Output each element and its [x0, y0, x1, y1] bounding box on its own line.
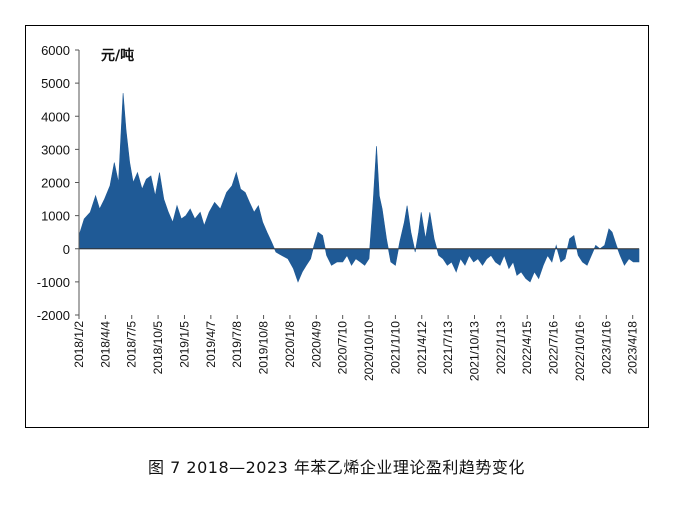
x-tick-label: 2021/10/13 [468, 321, 482, 381]
y-tick-label: 1000 [41, 209, 70, 224]
x-tick-label: 2018/10/5 [151, 321, 165, 375]
x-tick-label: 2022/7/16 [547, 321, 561, 375]
x-tick-label: 2020/7/10 [336, 321, 350, 375]
x-tick-label: 2020/1/8 [283, 321, 297, 368]
x-tick-label: 2023/1/16 [599, 321, 613, 375]
x-tick-label: 2019/10/8 [257, 321, 271, 375]
y-tick-label: 3000 [41, 142, 70, 157]
x-tick-label: 2021/4/12 [415, 321, 429, 375]
x-tick-label: 2018/1/2 [72, 321, 86, 368]
profit-area [78, 93, 640, 283]
x-tick-label: 2021/7/13 [441, 321, 455, 375]
figure-caption: 图 7 2018—2023 年苯乙烯企业理论盈利趋势变化 [148, 458, 525, 477]
x-tick-label: 2022/4/15 [520, 321, 534, 375]
y-tick-label: 4000 [41, 109, 70, 124]
x-tick-label: 2023/4/18 [626, 321, 640, 375]
x-tick-label: 2019/1/5 [178, 321, 192, 368]
x-tick-label: 2018/4/4 [98, 321, 112, 368]
x-tick-label: 2020/4/9 [309, 321, 323, 368]
y-tick-label: 0 [63, 242, 70, 257]
x-tick-label: 2018/7/5 [125, 321, 139, 368]
x-tick-label: 2019/7/8 [230, 321, 244, 368]
y-tick-label: 5000 [41, 76, 70, 91]
y-tick-label: -1000 [37, 275, 70, 290]
unit-label: 元/吨 [101, 47, 134, 64]
x-tick-label: 2022/1/13 [494, 321, 508, 375]
x-tick-label: 2019/4/7 [204, 321, 218, 368]
y-tick-label: 2000 [41, 176, 70, 191]
x-tick-label: 2021/1/10 [388, 321, 402, 375]
chart-frame: 元/吨 6000 5000 4000 3000 2000 1000 0 -1000 -2000 20… [25, 25, 649, 428]
x-tick-label: 2020/10/10 [362, 321, 376, 381]
x-tick-label: 2022/10/16 [573, 321, 587, 381]
y-tick-label: 6000 [41, 43, 70, 58]
profit-area-chart: 元/吨6000500040003000200010000-1000-200020… [37, 43, 640, 381]
y-tick-label: -2000 [37, 308, 70, 323]
